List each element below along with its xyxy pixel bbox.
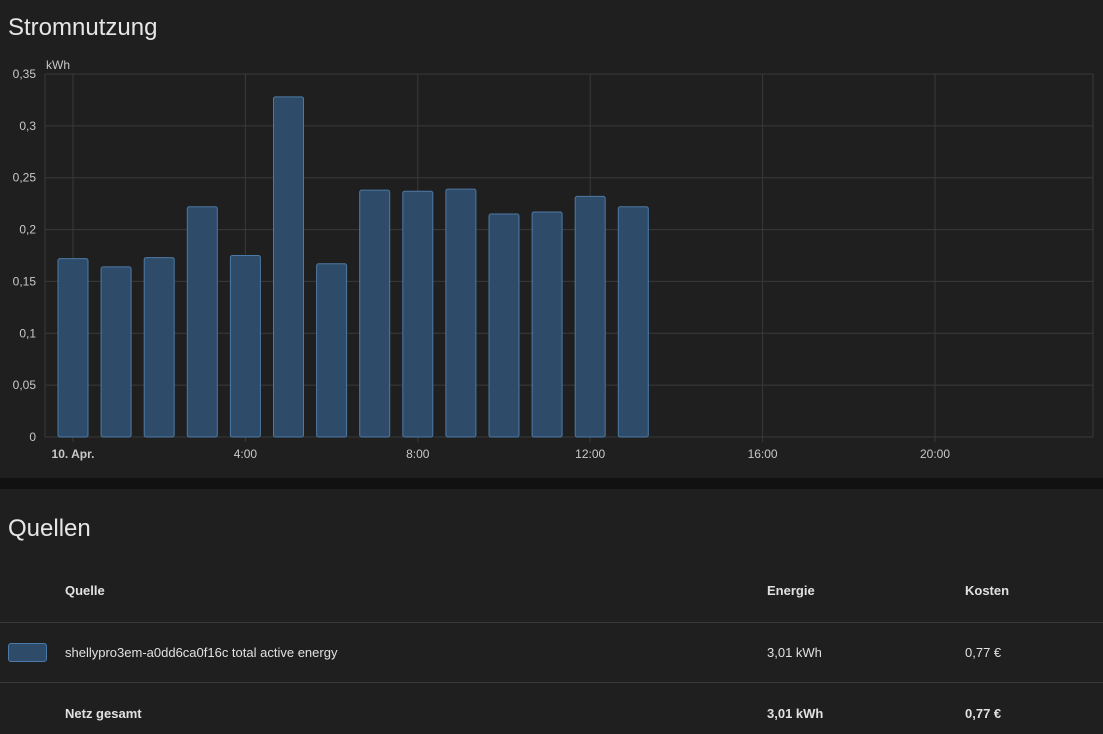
source-name: shellypro3em-a0dd6ca0f16c total active e… (65, 645, 338, 660)
y-tick-label: 0,3 (19, 119, 36, 133)
y-tick-label: 0,05 (13, 378, 37, 392)
source-color-swatch (8, 643, 47, 662)
x-tick-label: 16:00 (748, 447, 778, 461)
card-title: Quellen (8, 515, 91, 542)
bar (488, 213, 520, 438)
source-cost: 0,77 € (965, 645, 1002, 660)
bar (186, 206, 218, 438)
x-tick-label: 10. Apr. (52, 447, 95, 461)
source-energy: 3,01 kWh (767, 645, 822, 660)
column-header-cost: Kosten (965, 583, 1010, 598)
card-title: Stromnutzung (8, 14, 158, 41)
y-tick-label: 0,15 (13, 274, 37, 288)
bar (617, 206, 649, 438)
x-tick-label: 12:00 (575, 447, 605, 461)
bar (273, 96, 304, 438)
y-tick-label: 0,2 (19, 223, 36, 237)
bar (57, 258, 89, 438)
y-tick-label: 0,35 (13, 67, 37, 81)
bar (229, 255, 261, 438)
bar (359, 189, 391, 438)
bar (316, 263, 348, 438)
bar (402, 190, 434, 438)
bar (100, 266, 132, 438)
y-tick-label: 0 (29, 430, 36, 444)
column-header-energy: Energie (767, 583, 815, 598)
x-tick-label: 20:00 (920, 447, 950, 461)
energy-bar-chart: 0 0,05 0,1 0,15 0,2 0,25 0,3 0,35 10. Apr. 4:00 8:… (13, 58, 1094, 461)
column-header-source: Quelle (65, 583, 105, 598)
total-energy: 3,01 kWh (767, 706, 824, 721)
row-divider (0, 622, 1103, 623)
bar (143, 257, 175, 438)
x-tick-label: 8:00 (406, 447, 430, 461)
bar (574, 195, 606, 438)
y-axis-unit-label: kWh (46, 58, 70, 72)
bar (531, 211, 563, 438)
x-tick-label: 4:00 (234, 447, 258, 461)
total-label: Netz gesamt (65, 706, 142, 721)
y-tick-label: 0,1 (19, 326, 36, 340)
total-cost: 0,77 € (965, 706, 1002, 721)
row-divider (0, 682, 1103, 683)
energy-usage-card: Stromnutzung 0 0,05 0,1 0,15 0,2 0,25 0,3 0,35 1… (0, 0, 1103, 478)
bar (445, 188, 477, 438)
y-tick-label: 0,25 (13, 171, 37, 185)
sources-card: Quellen Quelle Energie Kosten shellypro3… (0, 489, 1103, 734)
